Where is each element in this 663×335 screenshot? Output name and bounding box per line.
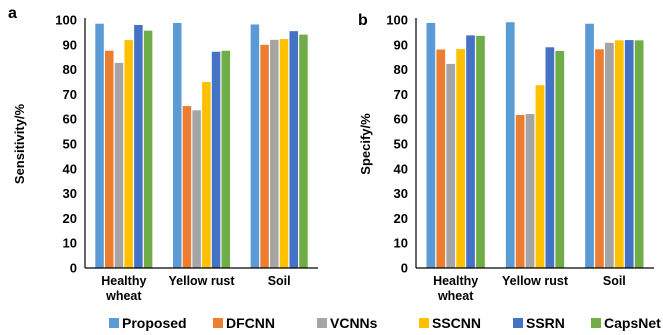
- legend-label: CapsNet: [604, 315, 661, 331]
- legend-label: SSCNN: [432, 315, 481, 331]
- chart-panel-b: b Specify/% 0 10 20 30 40 50 60 70 80 90 100 Healthyw…: [358, 12, 654, 303]
- category-label: Yellow rust: [502, 274, 569, 288]
- y-tick-label: 100: [55, 13, 77, 28]
- y-tick-label: 70: [63, 87, 77, 102]
- y-tick-label: 10: [63, 236, 77, 251]
- bar-dfcnn: [595, 49, 604, 269]
- legend-label: VCNNs: [330, 315, 378, 331]
- y-tick-label: 90: [63, 37, 77, 52]
- y-tick-label: 30: [394, 186, 408, 201]
- bar-vcnns: [270, 39, 279, 269]
- bar-vcnns: [114, 62, 124, 269]
- bar-capsnet: [476, 35, 485, 269]
- legend-label: SSRN: [526, 315, 565, 331]
- bar-sscnn: [124, 40, 133, 269]
- category-label: wheat: [437, 289, 474, 303]
- bar-vcnns: [446, 63, 456, 269]
- bar-dfcnn: [436, 49, 446, 269]
- y-tick-label: 0: [401, 261, 408, 276]
- legend-label: Proposed: [122, 315, 187, 331]
- legend-swatch-sscnn: [419, 318, 429, 328]
- bar-proposed: [95, 23, 104, 268]
- y-tick-label: 40: [394, 161, 408, 176]
- bar-capsnet: [221, 50, 231, 268]
- category-label: Healthy: [101, 274, 146, 288]
- y-tick-label: 20: [394, 211, 408, 226]
- bar-ssrn: [624, 40, 634, 269]
- panel-label: a: [8, 5, 17, 22]
- y-tick-label: 30: [63, 186, 77, 201]
- bar-capsnet: [143, 30, 153, 268]
- legend-swatch-ssrn: [513, 318, 523, 328]
- bar-sscnn: [279, 39, 289, 268]
- bar-ssrn: [545, 47, 555, 268]
- bar-proposed: [172, 22, 182, 269]
- legend-swatch-proposed: [109, 318, 119, 328]
- legend-swatch-dfcnn: [213, 318, 223, 328]
- bar-sscnn: [456, 49, 465, 268]
- category-label: Yellow rust: [169, 274, 236, 288]
- legend-label: DFCNN: [226, 315, 275, 331]
- y-tick-label: 10: [394, 236, 408, 251]
- bar-capsnet: [555, 51, 565, 268]
- y-axis-label: Specify/%: [358, 113, 373, 175]
- bar-sscnn: [614, 40, 624, 269]
- y-tick-label: 80: [394, 62, 408, 77]
- bar-ssrn: [289, 31, 298, 268]
- bar-ssrn: [211, 51, 221, 268]
- y-axis-label: Sensitivity/%: [12, 103, 27, 184]
- bar-sscnn: [535, 85, 545, 268]
- y-tick-label: 70: [394, 87, 408, 102]
- bar-vcnns: [192, 110, 201, 269]
- bar-proposed: [585, 23, 594, 268]
- y-tick-label: 60: [63, 112, 77, 127]
- panel-label: b: [358, 12, 368, 29]
- bar-ssrn: [466, 35, 475, 268]
- bar-capsnet: [634, 40, 644, 269]
- bar-capsnet: [299, 34, 308, 268]
- bar-proposed: [426, 22, 436, 269]
- y-tick-label: 80: [63, 62, 77, 77]
- category-label: Soil: [603, 274, 626, 288]
- y-tick-label: 50: [63, 137, 77, 152]
- bar-ssrn: [134, 24, 143, 269]
- bar-vcnns: [525, 113, 535, 269]
- category-label: Healthy: [433, 274, 478, 288]
- legend-swatch-capsnet: [591, 318, 601, 328]
- bar-dfcnn: [105, 50, 114, 268]
- legend-swatch-vcnns: [317, 318, 327, 328]
- y-tick-label: 0: [70, 261, 77, 276]
- chart-panel-a: a Sensitivity/% 0 10 20 30 40 50 60 70 80 90 100 Heal…: [8, 5, 318, 303]
- bar-dfcnn: [260, 44, 269, 268]
- y-tick-label: 60: [394, 112, 408, 127]
- bar-dfcnn: [515, 114, 525, 268]
- y-tick-label: 100: [386, 13, 408, 28]
- y-tick-label: 50: [394, 137, 408, 152]
- bar-proposed: [250, 24, 260, 269]
- bar-proposed: [505, 22, 515, 269]
- bar-dfcnn: [182, 106, 192, 268]
- y-tick-label: 90: [394, 37, 408, 52]
- bar-vcnns: [605, 42, 614, 268]
- legend: Proposed DFCNN VCNNs SSCNN SSRN CapsNet: [109, 315, 661, 331]
- y-tick-label: 40: [63, 161, 77, 176]
- category-label: Soil: [268, 274, 291, 288]
- bar-sscnn: [202, 82, 211, 268]
- y-tick-label: 20: [63, 211, 77, 226]
- category-label: wheat: [105, 289, 142, 303]
